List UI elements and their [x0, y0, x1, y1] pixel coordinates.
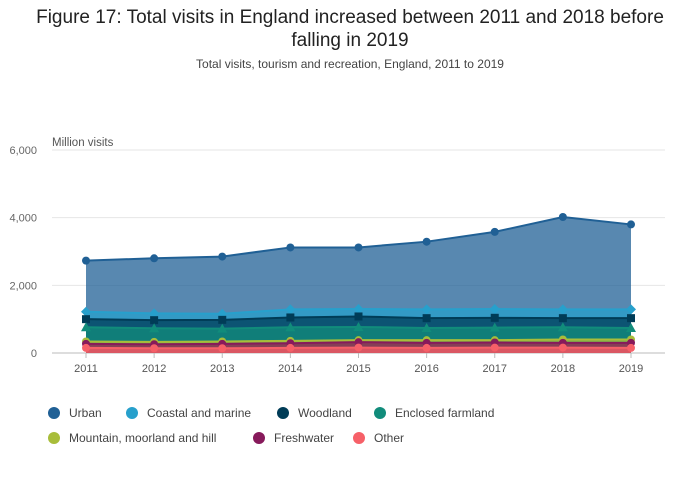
point-other [490, 343, 499, 352]
point-enclosed-farmland [421, 322, 432, 332]
legend-label: Other [374, 431, 405, 445]
point-coastal-and-marine [557, 304, 568, 315]
legend-swatch [48, 407, 60, 419]
point-enclosed-farmland [489, 322, 500, 332]
y-tick-label: 0 [31, 348, 37, 360]
point-woodland [490, 313, 499, 322]
legend-swatch [253, 432, 265, 444]
x-tick-label: 2017 [483, 363, 507, 375]
point-coastal-and-marine [353, 304, 364, 315]
legend-item-other[interactable]: Other [353, 431, 404, 445]
legend-swatch [353, 432, 365, 444]
legend-swatch [277, 407, 289, 419]
point-enclosed-farmland [81, 322, 91, 332]
point-other [354, 343, 363, 352]
point-urban [490, 227, 499, 236]
point-coastal-and-marine [285, 304, 296, 315]
x-tick-label: 2013 [210, 363, 234, 375]
legend-item-urban[interactable]: Urban [48, 406, 102, 420]
point-coastal-and-marine [421, 304, 432, 315]
legend-item-mountain-moorland-and-hill[interactable]: Mountain, moorland and hill [48, 431, 216, 445]
point-coastal-and-marine [489, 304, 500, 315]
point-other [286, 343, 295, 352]
point-other [82, 343, 90, 352]
x-tick-label: 2014 [278, 363, 302, 375]
point-other [558, 343, 567, 352]
legend-item-coastal-and-marine[interactable]: Coastal and marine [126, 406, 251, 420]
point-urban [286, 243, 295, 252]
legend-label: Enclosed farmland [395, 406, 495, 420]
y-tick-label: 6,000 [9, 145, 37, 157]
point-enclosed-farmland [557, 322, 568, 332]
point-coastal-and-marine [81, 306, 91, 317]
chart-subtitle: Total visits, tourism and recreation, En… [196, 57, 504, 71]
chart-title: Figure 17: Total visits in England incre… [36, 7, 664, 51]
point-enclosed-farmland [285, 322, 296, 332]
y-tick-label: 2,000 [9, 280, 37, 292]
point-woodland [558, 314, 567, 323]
point-woodland [354, 312, 363, 321]
x-tick-label: 2018 [551, 363, 575, 375]
point-other [627, 343, 635, 352]
point-enclosed-farmland [626, 322, 636, 332]
point-coastal-and-marine [626, 304, 636, 315]
point-woodland [627, 314, 635, 323]
legend-item-enclosed-farmland[interactable]: Enclosed farmland [374, 406, 494, 420]
point-urban [150, 254, 159, 263]
point-other [422, 343, 431, 352]
point-urban [82, 256, 90, 265]
legend-label: Freshwater [274, 431, 335, 445]
legend-label: Woodland [298, 406, 352, 420]
x-tick-label: 2012 [142, 363, 166, 375]
legend-swatch [374, 407, 386, 419]
legend-label: Mountain, moorland and hill [69, 431, 217, 445]
legend-swatch [48, 432, 60, 444]
point-other [218, 344, 227, 353]
point-urban [627, 220, 635, 229]
point-urban [558, 212, 567, 221]
point-woodland [218, 315, 227, 324]
x-tick-label: 2011 [74, 363, 98, 375]
legend-item-freshwater[interactable]: Freshwater [253, 431, 334, 445]
legend-label: Urban [69, 406, 102, 420]
point-urban [354, 243, 363, 252]
area-chart: 0 2,000 4,000 6,000 Million visits 2011 2012 20… [9, 137, 665, 375]
legend-swatch [126, 407, 138, 419]
legend-item-woodland[interactable]: Woodland [277, 406, 352, 420]
x-tick-label: 2019 [619, 363, 643, 375]
y-axis-title: Million visits [52, 137, 114, 149]
point-woodland [286, 313, 295, 322]
point-woodland [82, 315, 90, 324]
point-coastal-and-marine [149, 308, 160, 319]
x-tick-label: 2015 [346, 363, 370, 375]
x-tick-label: 2016 [414, 363, 438, 375]
point-urban [422, 237, 431, 246]
point-woodland [150, 316, 159, 325]
point-urban [218, 252, 227, 261]
point-other [150, 344, 159, 353]
point-enclosed-farmland [353, 321, 364, 331]
legend-label: Coastal and marine [147, 406, 252, 420]
point-enclosed-farmland [149, 323, 160, 333]
y-tick-label: 4,000 [9, 213, 37, 225]
point-woodland [422, 314, 431, 323]
point-enclosed-farmland [217, 323, 228, 333]
